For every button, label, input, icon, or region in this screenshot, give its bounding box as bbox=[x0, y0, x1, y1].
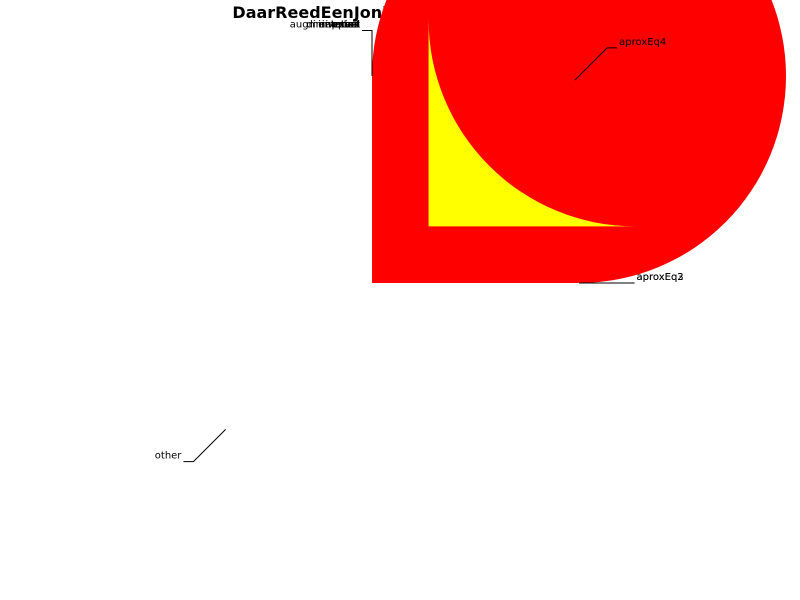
leader-line-aproxeq4 bbox=[574, 47, 618, 81]
slice-label-aproxeq2: aproxEq2 bbox=[637, 272, 684, 283]
slice-label-aprox: aprox bbox=[332, 19, 360, 30]
leader-line-diminution bbox=[362, 29, 373, 76]
leader-line-inverted bbox=[362, 29, 373, 76]
leader-line-other bbox=[183, 429, 226, 463]
leader-line-interval bbox=[362, 29, 373, 76]
leader-line-augmentation bbox=[362, 29, 373, 76]
leader-line-aprox bbox=[362, 29, 373, 76]
leader-lines bbox=[183, 29, 635, 463]
slice-label-augmentation: augmentation bbox=[290, 19, 360, 30]
leader-line-exact bbox=[362, 29, 373, 76]
slice-label-diminution: diminution bbox=[307, 19, 360, 30]
slice-label-other: other bbox=[155, 451, 183, 462]
slice-label-exact: exact bbox=[333, 19, 361, 30]
leader-line-aprox2 bbox=[362, 29, 373, 76]
slice-label-aprox2: aprox2 bbox=[326, 19, 360, 30]
slice-labels: other aproxaugmentationdiminutionexactint… bbox=[155, 19, 684, 461]
slice-label-inverted: inverted bbox=[318, 19, 360, 30]
slice-label-aproxeq4: aproxEq4 bbox=[619, 37, 666, 48]
slice-label-aproxeq3: aproxEq3 bbox=[637, 272, 684, 283]
slice-label-interval: interval bbox=[322, 19, 360, 30]
pie-slice-aproxeq4 bbox=[428, 19, 636, 227]
pie-slices bbox=[372, 0, 786, 283]
